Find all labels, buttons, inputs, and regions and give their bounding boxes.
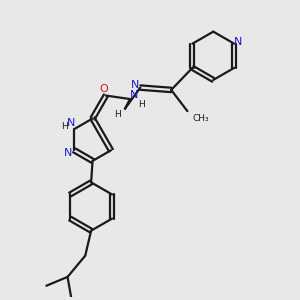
Text: H: H (114, 110, 121, 119)
Text: N: N (131, 80, 139, 90)
Text: N: N (234, 37, 242, 47)
Text: N: N (130, 90, 139, 100)
Text: N: N (64, 148, 72, 158)
Text: O: O (99, 84, 108, 94)
Text: H: H (61, 122, 68, 131)
Text: H: H (138, 100, 145, 109)
Text: CH₃: CH₃ (193, 114, 209, 123)
Text: N: N (67, 118, 76, 128)
